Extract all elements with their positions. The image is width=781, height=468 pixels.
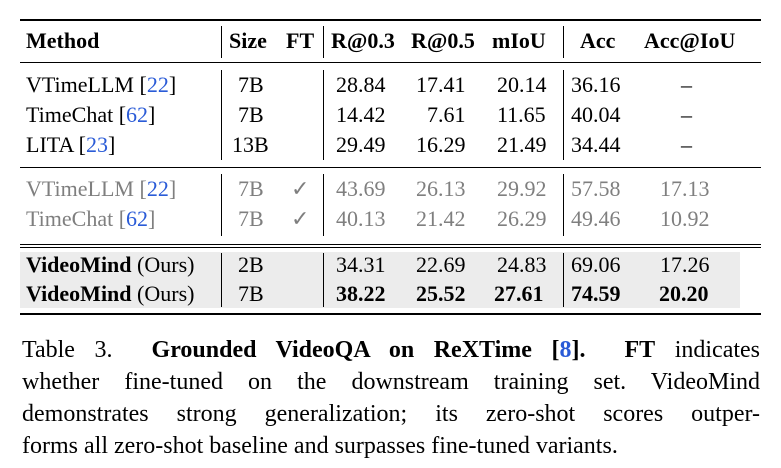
table-cell-r05: 7.61	[427, 102, 466, 127]
table-cell-miou: 20.14	[497, 72, 547, 97]
table-cell-r03: 14.42	[336, 102, 386, 127]
table-cell-acc: 69.06	[571, 252, 621, 277]
vsep-ft	[323, 174, 324, 236]
table-cell-acc-iou: 10.92	[660, 206, 710, 231]
table-cell-acc: 74.59	[571, 281, 621, 306]
table-row-method: VTimeLLM [22]	[26, 176, 177, 201]
col-header-r05: R@0.5	[411, 28, 475, 53]
table-caption: Table 3. Grounded VideoQA on ReXTime [8]…	[22, 334, 760, 462]
table-cell-miou: 11.65	[497, 102, 546, 127]
table-cell-r05: 22.69	[416, 252, 466, 277]
table-cell-r05: 16.29	[416, 132, 466, 157]
table-cell-r03: 29.49	[336, 132, 386, 157]
checkmark-icon: ✓	[291, 176, 310, 201]
col-header-acc: Acc	[580, 28, 616, 53]
table-cell-acc-iou: 20.20	[659, 281, 709, 306]
highlight-ours	[20, 252, 740, 308]
table-row-method: VTimeLLM [22]	[26, 72, 177, 97]
table-cell-size: 7B	[238, 176, 264, 201]
col-header-ft: FT	[286, 28, 315, 53]
table-cell-size: 7B	[238, 206, 264, 231]
bottom-rule	[20, 313, 761, 315]
table-cell-size: 7B	[238, 102, 264, 127]
table-row-method: TimeChat [62]	[26, 102, 156, 127]
checkmark-icon: ✓	[291, 206, 310, 231]
caption-label: Table 3.	[22, 337, 113, 363]
table-cell-size: 13B	[232, 132, 269, 157]
col-header-r03: R@0.3	[331, 28, 395, 53]
citation-link[interactable]: 22	[146, 72, 169, 97]
table-cell-miou: 27.61	[494, 281, 544, 306]
top-rule	[20, 19, 761, 21]
group-rule-2	[20, 244, 761, 245]
vsep-miou	[563, 26, 564, 58]
table-cell-size: 7B	[238, 72, 264, 97]
vsep-method	[221, 174, 222, 236]
table-cell-acc-iou: –	[681, 72, 692, 97]
table-cell-acc: 34.44	[571, 132, 621, 157]
table-cell-acc-iou: –	[681, 102, 692, 127]
table-cell-acc: 40.04	[571, 102, 621, 127]
vsep-miou	[563, 253, 564, 307]
header-rule	[20, 62, 761, 63]
table-row-method: TimeChat [62]	[26, 206, 156, 231]
vsep-method	[221, 253, 222, 307]
col-header-size: Size	[229, 28, 267, 53]
table-row-method: VideoMind (Ours)	[26, 281, 195, 306]
caption-line-1: Table 3. Grounded VideoQA on ReXTime [8]…	[22, 337, 761, 363]
caption-line-3: demonstrates strong generalization; its …	[22, 401, 760, 427]
vsep-method	[221, 26, 222, 58]
vsep-ft	[323, 26, 324, 58]
col-header-acc-iou: Acc@IoU	[644, 28, 736, 53]
vsep-miou	[563, 174, 564, 236]
table-cell-r03: 38.22	[336, 281, 386, 306]
table-cell-r05: 25.52	[416, 281, 466, 306]
col-header-method: Method	[26, 28, 100, 53]
caption-ft-term: FT	[624, 337, 656, 363]
table-cell-acc: 57.58	[571, 176, 621, 201]
table-cell-acc-iou: –	[681, 132, 692, 157]
table-cell-acc-iou: 17.26	[660, 252, 710, 277]
table-cell-size: 7B	[238, 281, 264, 306]
col-header-miou: mIoU	[492, 28, 546, 53]
table-cell-r03: 28.84	[336, 72, 386, 97]
caption-line-2: whether fine-tuned on the downstream tra…	[22, 369, 760, 395]
vsep-ft	[323, 253, 324, 307]
table-cell-acc-iou: 17.13	[660, 176, 710, 201]
citation-link[interactable]: 8	[559, 337, 572, 363]
table-cell-r03: 40.13	[336, 206, 386, 231]
vsep-ft	[323, 70, 324, 160]
vsep-method	[221, 70, 222, 160]
table-row-method: LITA [23]	[26, 132, 116, 157]
table-cell-r05: 21.42	[416, 206, 466, 231]
citation-link[interactable]: 62	[126, 206, 149, 231]
table-cell-miou: 29.92	[497, 176, 547, 201]
caption-line-4: forms all zero-shot baseline and surpass…	[22, 433, 618, 459]
table-cell-miou: 24.83	[497, 252, 547, 277]
table-cell-acc: 36.16	[571, 72, 621, 97]
table-cell-r05: 17.41	[416, 72, 466, 97]
table-cell-acc: 49.46	[571, 206, 621, 231]
table-cell-r05: 26.13	[416, 176, 466, 201]
group-rule-1	[20, 167, 761, 168]
table-cell-miou: 26.29	[497, 206, 547, 231]
group-rule-3	[20, 247, 761, 248]
table-cell-r03: 34.31	[336, 252, 386, 277]
caption-title: Grounded VideoQA on ReXTime [	[151, 337, 560, 363]
table-cell-size: 2B	[238, 252, 264, 277]
table-cell-r03: 43.69	[336, 176, 386, 201]
vsep-miou	[563, 70, 564, 160]
citation-link[interactable]: 23	[85, 132, 108, 157]
citation-link[interactable]: 22	[146, 176, 169, 201]
table-cell-miou: 21.49	[497, 132, 547, 157]
citation-link[interactable]: 62	[126, 102, 149, 127]
table-row-method: VideoMind (Ours)	[26, 252, 195, 277]
